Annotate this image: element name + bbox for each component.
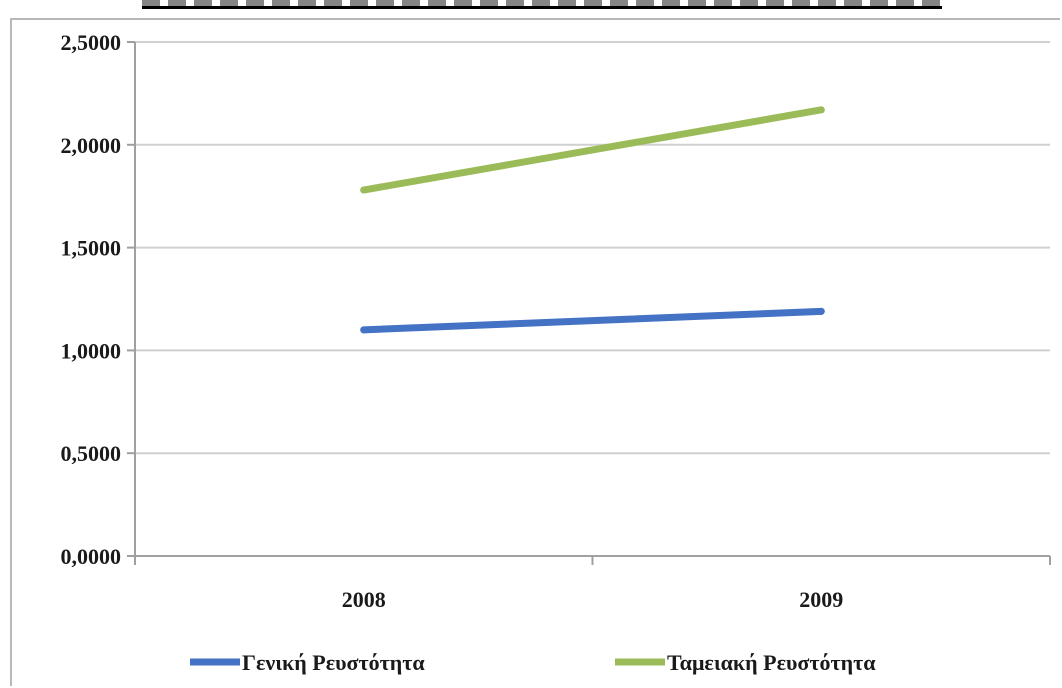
y-tick-label: 0,0000 <box>61 544 122 569</box>
y-tick-label: 1,5000 <box>61 236 122 261</box>
gridlines <box>135 41 1050 455</box>
axes <box>134 42 1050 557</box>
chart-frame <box>10 18 1060 686</box>
y-tick-label: 2,5000 <box>61 30 122 55</box>
title-underline <box>142 6 942 9</box>
legend-label: Γενική Ρευστότητα <box>242 650 425 675</box>
y-tick-label: 2,0000 <box>61 133 122 158</box>
data-point <box>817 106 825 114</box>
y-tick-label: 1,0000 <box>61 338 122 363</box>
x-tick-label: 2009 <box>799 587 843 612</box>
x-axis-ticks: 2008 2009 <box>134 556 1051 612</box>
y-axis-ticks: 0,0000 0,5000 1,0000 1,5000 2,0000 2,5000 <box>61 30 135 569</box>
series-line-1 <box>360 307 825 334</box>
data-point <box>360 186 368 194</box>
title-decoration <box>142 0 942 6</box>
data-point <box>817 307 825 315</box>
series-line-2 <box>360 106 825 194</box>
legend-label: Ταμειακή Ρευστότητα <box>667 650 876 675</box>
x-tick-label: 2008 <box>342 587 386 612</box>
y-tick-label: 0,5000 <box>61 441 122 466</box>
legend: Γενική Ρευστότητα Ταμειακή Ρευστότητα <box>190 650 876 675</box>
data-point <box>360 326 368 334</box>
series-lines <box>360 106 825 334</box>
